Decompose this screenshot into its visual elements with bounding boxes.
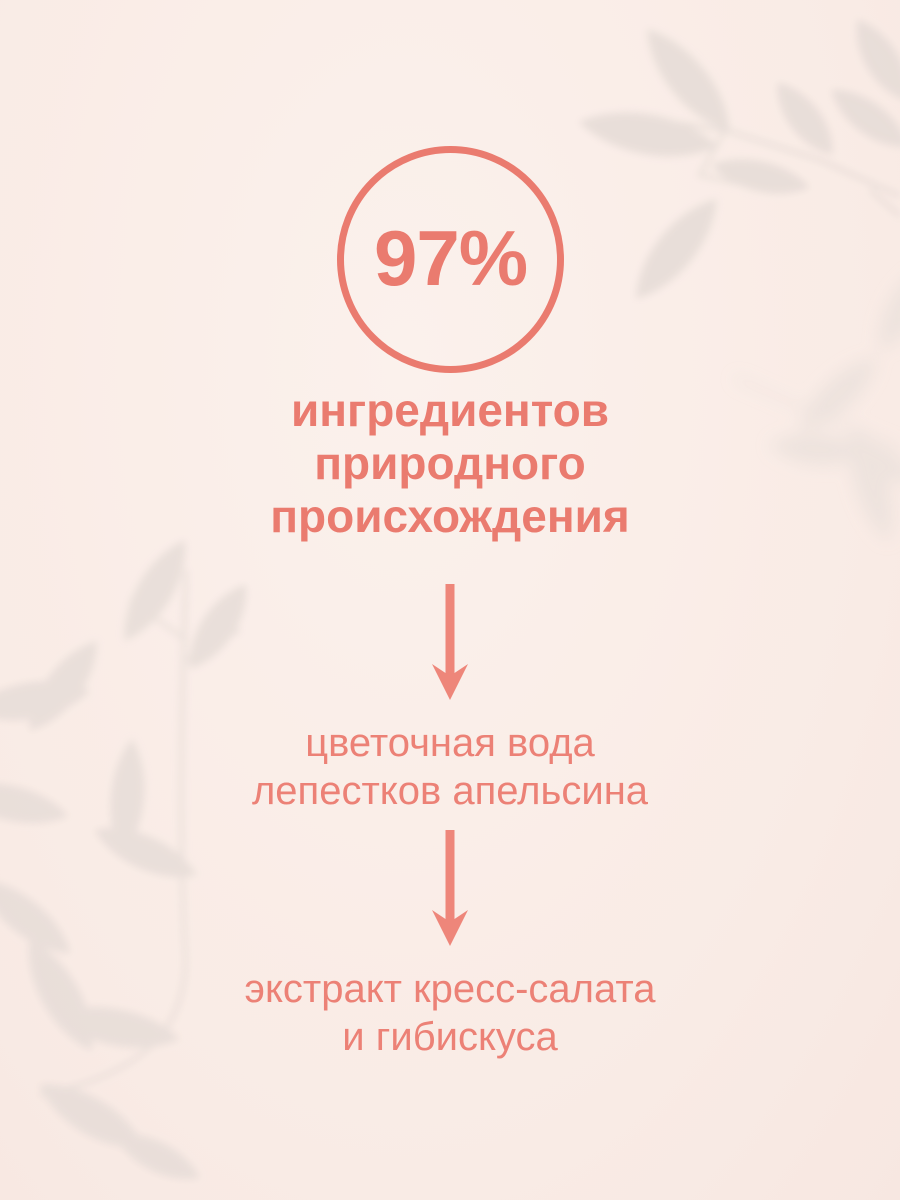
step-1-line-2: лепестков апельсина: [251, 769, 649, 813]
step-2-label: экстракт кресс-салата и гибискуса: [0, 965, 900, 1061]
heading-line-3: происхождения: [270, 490, 630, 542]
heading-line-1: ингредиентов: [290, 384, 610, 436]
percentage-value: 97%: [373, 213, 528, 302]
heading: ингредиентов природного происхождения: [0, 384, 900, 543]
step-1-line-1: цветочная вода: [305, 721, 595, 765]
heading-line-2: природного: [314, 437, 586, 489]
percentage-circle: 97%: [337, 146, 564, 373]
step-2-line-2: и гибискуса: [342, 1015, 558, 1059]
step-2-line-1: экстракт кресс-салата: [244, 967, 656, 1011]
down-arrow-icon: [432, 830, 468, 946]
step-1-label: цветочная вода лепестков апельсина: [0, 719, 900, 815]
down-arrow-icon: [432, 584, 468, 700]
